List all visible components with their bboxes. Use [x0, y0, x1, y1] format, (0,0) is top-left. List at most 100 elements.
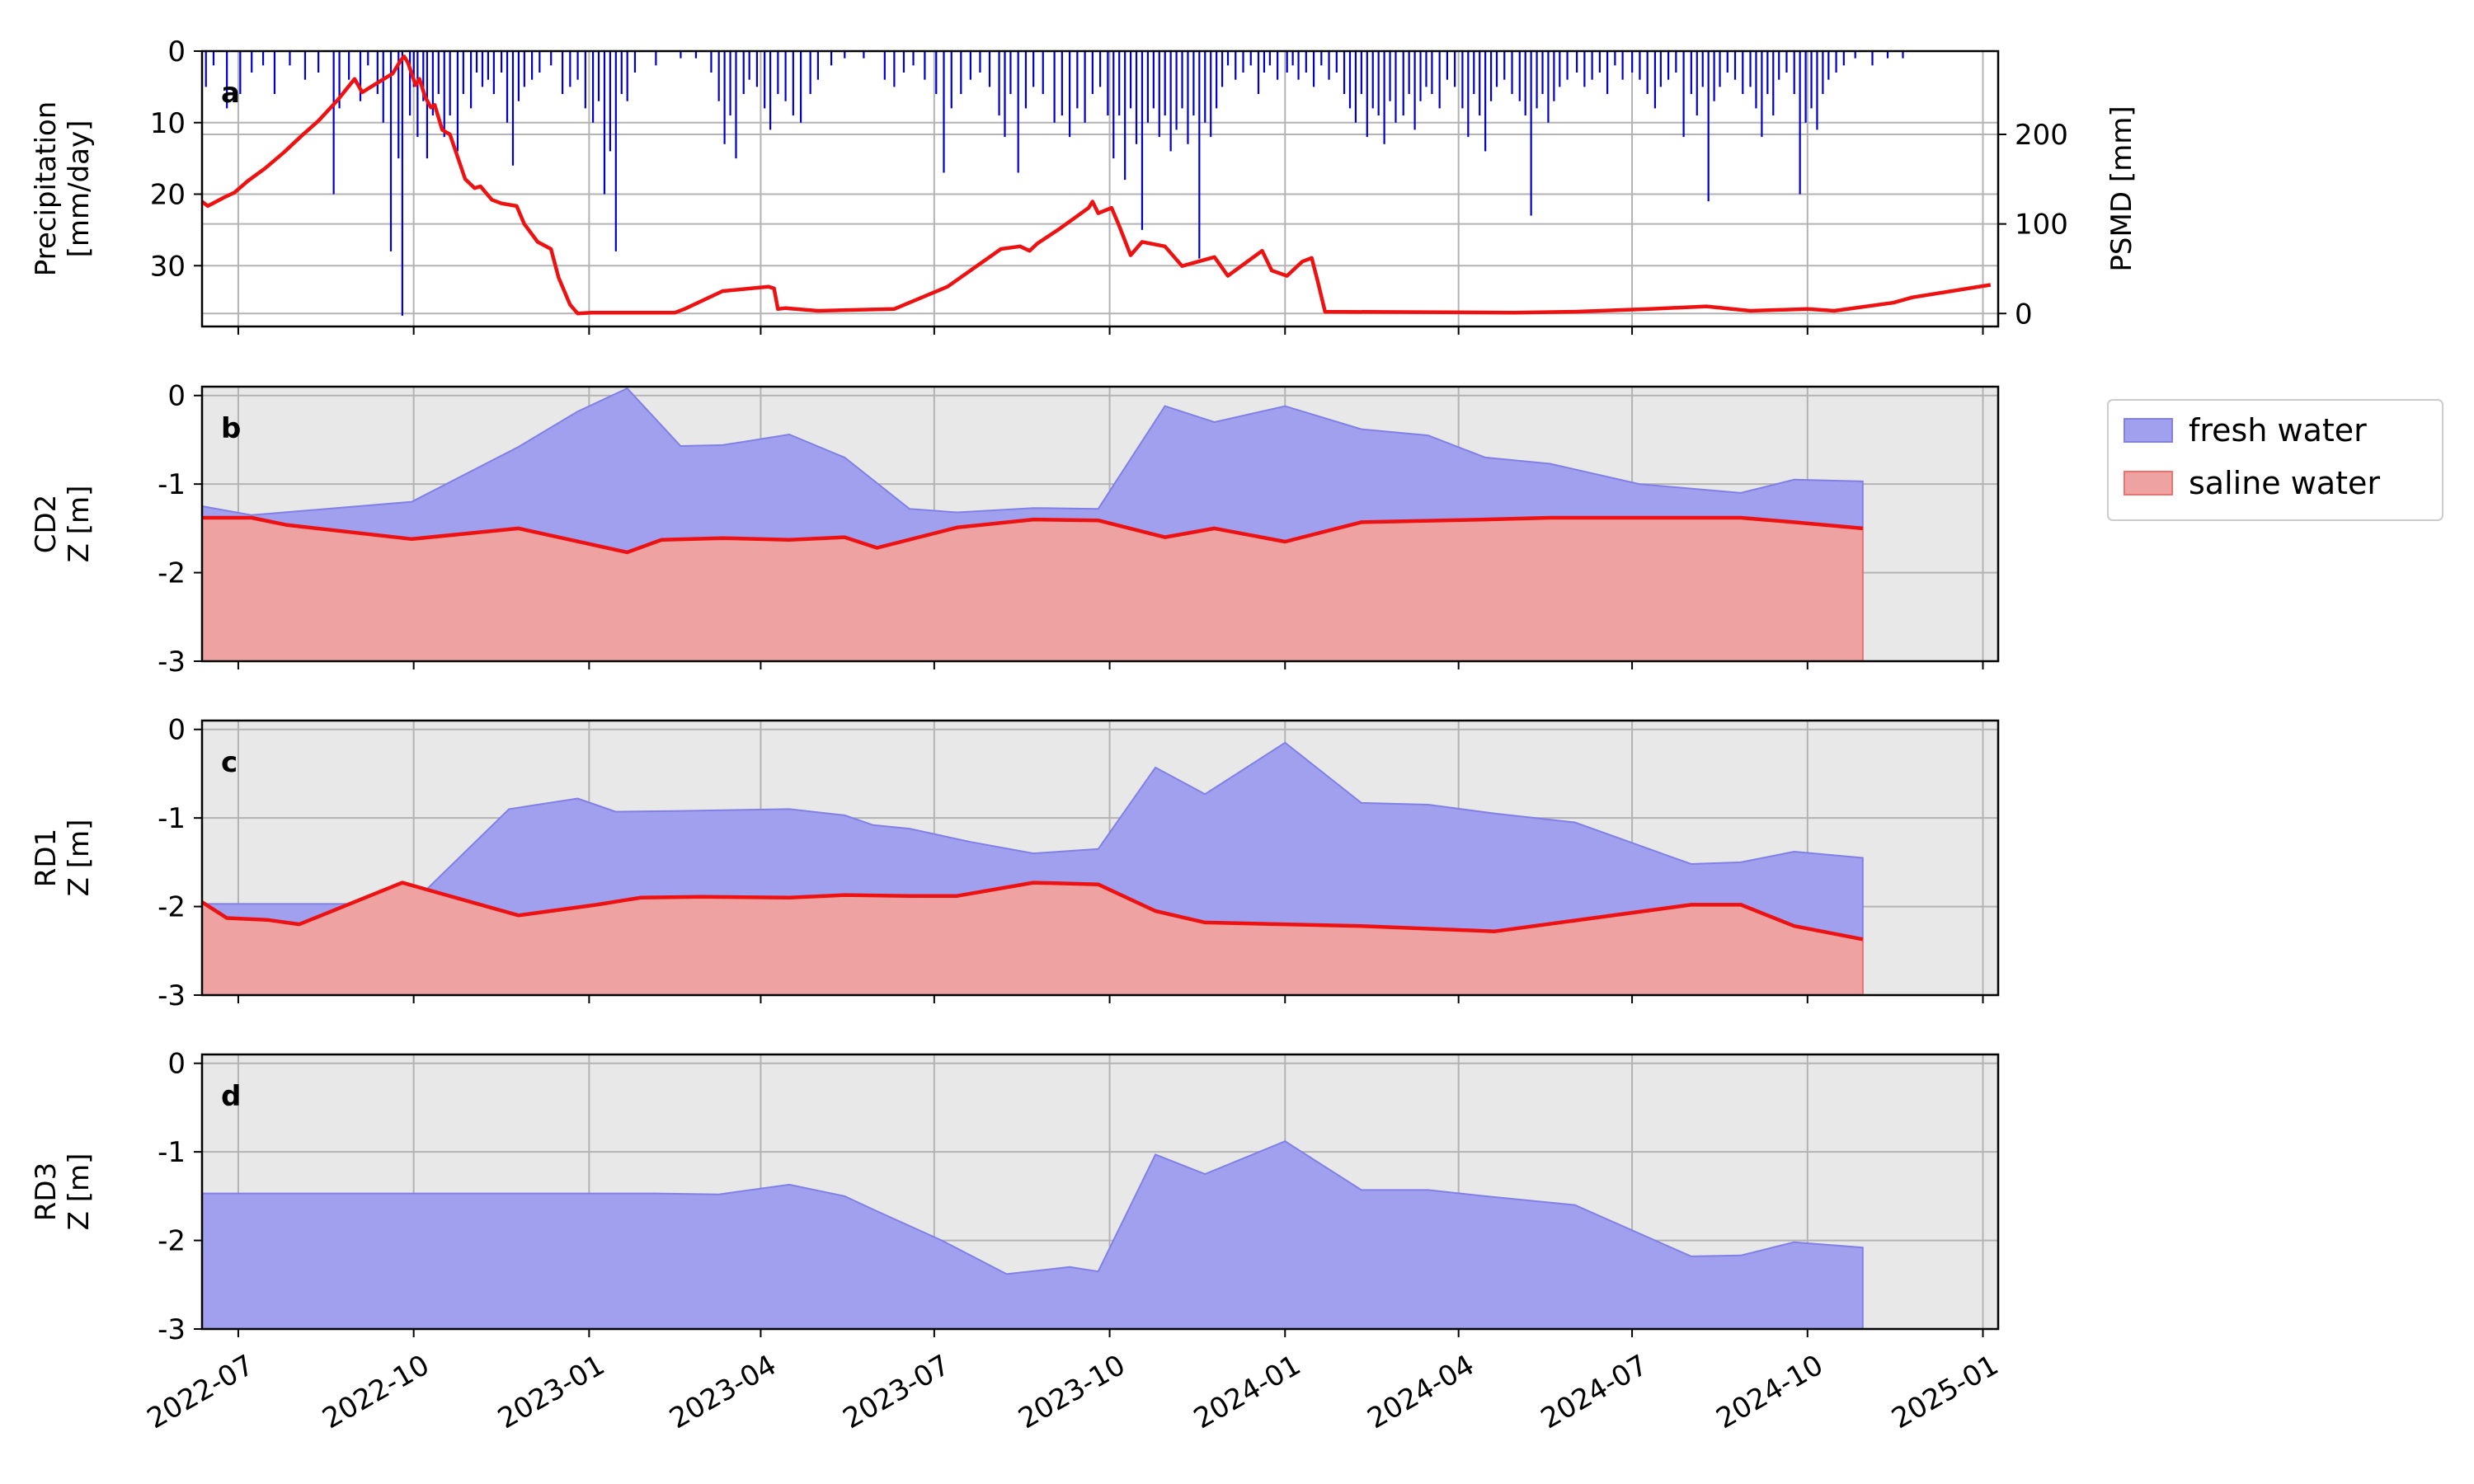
y-axis-label-line: RD1 [30, 829, 63, 887]
y-axis-label: CD2 Z [m] [30, 486, 96, 563]
plot-frame [200, 719, 2000, 997]
precipitation-bar [1772, 51, 1775, 116]
precipitation-bar [1024, 51, 1028, 109]
precipitation-bar [1766, 51, 1769, 95]
x-tick-label: 2022-07 [142, 1349, 260, 1436]
plot-frame [200, 1053, 2000, 1331]
y-tick-label: -2 [158, 557, 186, 590]
precipitation-bar [830, 51, 833, 66]
precipitation-bar [1886, 51, 1889, 59]
precipitation-bar [1653, 51, 1657, 109]
x-tick-label: 2022-10 [317, 1349, 435, 1436]
precipitation-bar [1175, 51, 1178, 130]
precipitation-bar [409, 51, 412, 116]
x-tick-label: 2025-01 [1886, 1349, 2004, 1436]
precipitation-bar [1009, 51, 1012, 95]
precipitation-bar [620, 51, 623, 95]
precipitation-bar [1785, 51, 1788, 73]
precipitation-bar [1042, 51, 1044, 95]
precipitation-bar [1389, 51, 1391, 101]
precipitation-bar [1408, 51, 1410, 95]
panel-b: 0 -1 -2 -3 CD2 Z [m] b [30, 380, 2000, 679]
precipitation-bar [1091, 51, 1094, 95]
precipitation-bar [261, 51, 265, 66]
fresh-water-area [201, 1140, 1864, 1330]
precipitation-bar [1198, 51, 1201, 259]
precipitation-bar [943, 51, 945, 173]
precipitation-bar [1749, 51, 1752, 87]
precipitation-bar [1835, 51, 1837, 73]
precipitation-bar [422, 51, 425, 101]
precipitation-bar [449, 51, 451, 116]
y-tick-label: 30 [150, 250, 186, 283]
y-tick-label: -3 [158, 979, 186, 1012]
precipitation-bar [1249, 51, 1252, 66]
precipitation-bar [1291, 51, 1294, 66]
y2-tick-label: 0 [2015, 298, 2033, 331]
precipitation-bar [584, 51, 586, 109]
precipitation-bar [1431, 51, 1433, 95]
precipitation-bar [1701, 51, 1704, 87]
precipitation-bar [800, 51, 802, 123]
precipitation-bar [626, 51, 628, 101]
precipitation-bar [1402, 51, 1404, 116]
precipitation-bar [1226, 51, 1230, 66]
precipitation-bar [401, 51, 403, 316]
precipitation-bar [389, 51, 393, 251]
precipitation-bar [367, 51, 369, 66]
precipitation-bar [742, 51, 745, 95]
panel-a: 0 10 20 30 0 100 200 Precipitation [mm/day] PSMD … [30, 35, 2138, 335]
x-tick-label: 2023-04 [664, 1349, 782, 1436]
precipitation-bar [1129, 51, 1132, 109]
y-tick-label: 20 [150, 179, 186, 212]
precipitation-bar [539, 51, 541, 73]
precipitation-bar [609, 51, 611, 152]
precipitation-bar [456, 51, 459, 152]
precipitation-bar [591, 51, 595, 123]
precipitation-bar [1187, 51, 1189, 144]
precipitation-bar [1371, 51, 1374, 109]
precipitation-bar [998, 51, 1000, 116]
precipitation-bar [1395, 51, 1397, 123]
precipitation-bar [462, 51, 464, 95]
precipitation-bar [1076, 51, 1079, 109]
y-axis-label-line: Z [m] [63, 1153, 96, 1231]
y-axis-label: RD3 Z [m] [30, 1153, 96, 1231]
y-axis-label-line: Z [m] [63, 819, 96, 897]
y-axis-label-line: Z [m] [63, 486, 96, 563]
y-axis-label: Precipitation [mm/day] [30, 101, 96, 277]
x-tick-label: 2024-01 [1188, 1349, 1306, 1436]
y-tick-label: -1 [158, 1136, 186, 1169]
precipitation-bar [1286, 51, 1288, 73]
precipitation-bar [511, 51, 515, 166]
precipitation-bar [863, 51, 865, 59]
precipitation-bar [883, 51, 886, 80]
precipitation-bar [1854, 51, 1856, 59]
precipitation-bar [1761, 51, 1763, 138]
x-tick-label: 2024-07 [1536, 1349, 1653, 1436]
precipitation-bar [935, 51, 938, 95]
precipitation-bar [382, 51, 384, 123]
plot-area-background [202, 51, 1998, 326]
precipitation-bar [1204, 51, 1206, 123]
legend: fresh water saline water [2107, 399, 2443, 521]
legend-swatch-fresh-water [2124, 418, 2173, 443]
precipitation-bar [1124, 51, 1126, 181]
y-tick-label: -3 [158, 646, 186, 679]
precipitation-bar [530, 51, 534, 80]
precipitation-bar [1069, 51, 1071, 138]
precipitation-bar [289, 51, 291, 66]
y-tick-label: -1 [158, 468, 186, 501]
precipitation-bar [569, 51, 571, 87]
precipitation-bar [1726, 51, 1729, 73]
precipitation-bar [550, 51, 553, 66]
precipitation-bar [893, 51, 896, 87]
precipitation-bar [348, 51, 350, 80]
precipitation-bar [1696, 51, 1698, 116]
precipitation-bar [969, 51, 971, 80]
precipitation-bar [1257, 51, 1260, 95]
precipitation-bar [1084, 51, 1086, 123]
precipitation-bar [1707, 51, 1710, 202]
precipitation-bar [735, 51, 737, 159]
precipitation-bar [1413, 51, 1416, 130]
